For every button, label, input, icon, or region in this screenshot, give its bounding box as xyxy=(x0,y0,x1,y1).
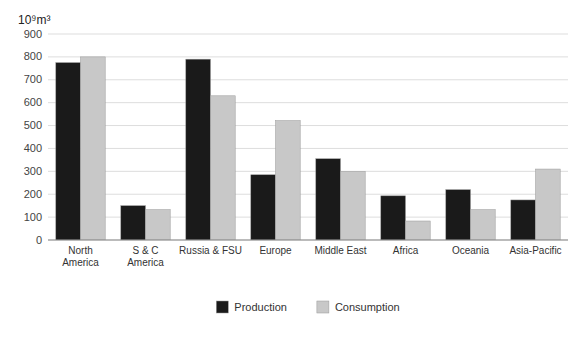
grid-line xyxy=(48,79,568,80)
grid-line xyxy=(48,148,568,149)
x-tick-label: NorthAmerica xyxy=(62,245,99,268)
x-tick-label: S & CAmerica xyxy=(127,245,164,268)
legend: Production Consumption xyxy=(216,301,399,313)
grid-line xyxy=(48,34,568,35)
x-axis-line xyxy=(48,240,568,241)
y-tick-label: 500 xyxy=(24,119,42,131)
bar xyxy=(406,221,431,240)
bar xyxy=(186,59,211,240)
y-axis-label: 10⁹m³ xyxy=(18,13,50,27)
legend-swatch xyxy=(317,301,329,313)
y-tick-label: 300 xyxy=(24,165,42,177)
legend-item: Consumption xyxy=(317,301,400,313)
legend-item: Production xyxy=(216,301,287,313)
grid xyxy=(48,34,568,240)
bar xyxy=(471,210,496,240)
y-tick-label: 900 xyxy=(24,28,42,40)
bar xyxy=(81,57,106,240)
y-tick-label: 800 xyxy=(24,50,42,62)
y-tick-label: 600 xyxy=(24,96,42,108)
bar xyxy=(536,169,561,240)
y-tick-label: 400 xyxy=(24,142,42,154)
bar xyxy=(381,196,406,240)
bar xyxy=(316,159,341,240)
bar xyxy=(511,200,536,240)
grid-line xyxy=(48,56,568,57)
bar xyxy=(341,171,366,240)
x-tick-label: Middle East xyxy=(314,245,366,256)
x-tick-label: Oceania xyxy=(452,245,490,256)
x-tick-label: Africa xyxy=(393,245,419,256)
grid-line xyxy=(48,194,568,195)
y-tick-label: 700 xyxy=(24,73,42,85)
x-tick-label: Europe xyxy=(259,245,292,256)
bars xyxy=(56,57,560,240)
legend-label: Production xyxy=(234,301,287,313)
x-tick-label: Russia & FSU xyxy=(179,245,242,256)
grid-line xyxy=(48,102,568,103)
y-tick-label: 0 xyxy=(36,234,42,246)
y-tick-label: 100 xyxy=(24,211,42,223)
bar xyxy=(146,210,171,240)
legend-swatch xyxy=(216,301,228,313)
grid-line xyxy=(48,240,568,241)
x-tick-label: Asia-Pacific xyxy=(509,245,561,256)
bar xyxy=(56,63,81,240)
bar xyxy=(251,175,276,240)
bar xyxy=(211,96,236,240)
bar xyxy=(276,121,301,240)
chart: 0 100 200 300 400 500 600 700 800 90010⁹m³ NorthAm… xyxy=(0,0,580,341)
chart-container: 0 100 200 300 400 500 600 700 800 90010⁹m³ NorthAm… xyxy=(0,0,580,341)
grid-line xyxy=(48,125,568,126)
bar xyxy=(446,190,471,240)
legend-label: Consumption xyxy=(335,301,400,313)
bar xyxy=(121,206,146,240)
y-tick-label: 200 xyxy=(24,188,42,200)
grid-line xyxy=(48,171,568,172)
